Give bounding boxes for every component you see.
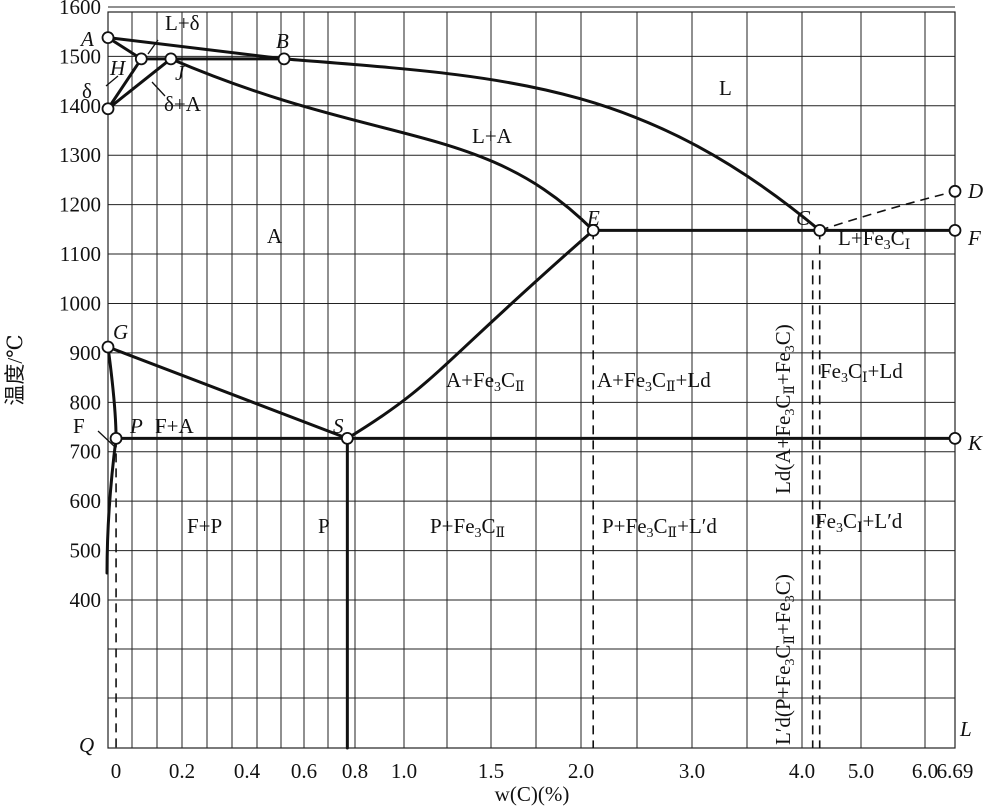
region-label-Fe3C1Ld: Fe3CⅠ+Ld — [820, 359, 903, 386]
point-label-B: B — [276, 29, 289, 53]
y-tick-label: 1400 — [59, 94, 101, 118]
composition-dashed-lines — [115, 190, 956, 748]
y-tick-label: 700 — [70, 440, 102, 464]
liquidus-BC — [282, 57, 822, 232]
line-GP — [106, 345, 118, 440]
point-markers — [101, 31, 962, 445]
region-label-P: P — [318, 514, 330, 538]
region-label-PFe3C2Lpd: P+Fe3CⅡ+L′d — [602, 514, 717, 541]
region-label-FA: F+A — [155, 414, 195, 438]
x-tick-label: 0.2 — [169, 759, 195, 783]
acm-line-ES — [345, 228, 595, 440]
region-label-LdVert: Ld(A+Fe3CⅡ+Fe3C) — [771, 324, 798, 494]
x-tick-label: 0.6 — [291, 759, 317, 783]
line-AH — [106, 36, 143, 61]
y-axis-title: 温度/℃ — [3, 334, 27, 405]
region-label-L: L — [719, 76, 732, 100]
point-label-J: J — [175, 61, 186, 85]
x-tick-label: 3.0 — [679, 759, 705, 783]
region-label-A: A — [267, 224, 283, 248]
x-axis-title: w(C)(%) — [495, 782, 570, 806]
phase-boundary-lines — [105, 36, 957, 750]
y-tick-label: 1200 — [59, 193, 101, 217]
solvus-PQ — [105, 436, 118, 575]
x-tick-labels: 0 0.2 0.4 0.6 0.8 1.0 1.5 2.0 3.0 4.0 5.0 6.06.69 — [111, 759, 974, 783]
y-tick-label: 1500 — [59, 44, 101, 68]
x-tick-label: 0.8 — [342, 759, 368, 783]
point-marker-G — [101, 340, 115, 354]
region-label-Ldelta: L+δ — [165, 11, 200, 35]
region-labels: L L+A A L+δ δ δ+A F F+A F+P P A+Fe3CⅡ A+Fe3CⅡ+Ld Fe3… — [73, 11, 910, 745]
x-tick-label: 5.0 — [848, 759, 874, 783]
point-marker-S — [340, 431, 354, 445]
x-tick-label: 6.0 — [912, 759, 938, 783]
y-tick-labels: 1600 1500 1400 1300 1200 1100 1000 900 800 700 600… — [59, 0, 101, 612]
region-label-AFe3C2Ld: A+Fe3CⅡ+Ld — [597, 368, 711, 395]
point-marker-H — [134, 52, 148, 66]
label-leader-lines — [97, 39, 166, 448]
y-tick-label: 600 — [70, 489, 102, 513]
point-label-S: S — [333, 414, 344, 438]
x-tick-label: 2.0 — [568, 759, 594, 783]
x-tick-label: 4.0 — [789, 759, 815, 783]
x-tick-label: 1.5 — [478, 759, 504, 783]
y-tick-label: 900 — [70, 341, 102, 365]
point-label-H: H — [109, 56, 127, 80]
point-label-F: F — [967, 226, 981, 250]
region-label-AFe3C2: A+Fe3CⅡ — [446, 368, 525, 395]
point-marker-P — [109, 431, 123, 445]
point-label-D: D — [967, 179, 983, 203]
point-marker-J — [164, 52, 178, 66]
y-tick-label: 1300 — [59, 143, 101, 167]
grid-lines — [107, 6, 956, 749]
y-tick-label: 800 — [70, 390, 102, 414]
leader-F — [97, 430, 116, 448]
line-HN — [106, 57, 143, 111]
point-marker-K — [948, 431, 962, 445]
region-label-FP: F+P — [187, 514, 222, 538]
y-tick-label: 500 — [70, 539, 102, 563]
y-tick-label: 1600 — [59, 0, 101, 19]
point-label-E: E — [586, 206, 600, 230]
leader-L-delta — [147, 39, 159, 55]
point-label-G: G — [113, 320, 128, 344]
region-label-Fe3C1Lpd: Fe3CⅠ+L′d — [815, 509, 903, 536]
y-tick-label: 1000 — [59, 291, 101, 315]
y-tick-label: 400 — [70, 588, 102, 612]
point-marker-C — [813, 223, 827, 237]
region-label-PFe3C2: P+Fe3CⅡ — [430, 514, 505, 541]
region-label-LFe3C1: L+Fe3CⅠ — [838, 226, 910, 253]
region-label-F: F — [73, 414, 85, 438]
point-label-P: P — [129, 414, 143, 438]
point-label-Q: Q — [79, 733, 94, 757]
point-label-A: A — [79, 27, 94, 51]
x-tick-label: 0 — [111, 759, 122, 783]
point-marker-A — [101, 31, 115, 45]
point-marker-E — [586, 223, 600, 237]
y-tick-label: 1100 — [60, 242, 101, 266]
x-tick-label: 0.4 — [234, 759, 261, 783]
a3-line-GS — [106, 345, 349, 440]
region-label-deltaA: δ+A — [164, 92, 202, 116]
liquidus-AB — [106, 36, 286, 61]
point-label-C: C — [796, 206, 811, 230]
x-tick-label: 1.0 — [391, 759, 417, 783]
point-label-K: K — [967, 431, 983, 455]
x-tick-label: 6.69 — [937, 759, 974, 783]
region-label-delta: δ — [82, 79, 92, 103]
dash-curve-CD — [819, 190, 956, 232]
point-marker-B — [277, 52, 291, 66]
point-marker-F — [948, 223, 962, 237]
region-label-LpdVert: L′d(P+Fe3CⅡ+Fe3C) — [771, 574, 798, 745]
region-label-LA: L+A — [472, 124, 513, 148]
solidus-JE — [169, 57, 595, 232]
point-label-L: L — [959, 717, 972, 741]
line-JN — [106, 57, 173, 111]
leader-delta-A — [151, 81, 166, 97]
point-marker-N — [101, 102, 115, 116]
point-marker-D — [948, 184, 962, 198]
leader-delta — [105, 75, 119, 87]
